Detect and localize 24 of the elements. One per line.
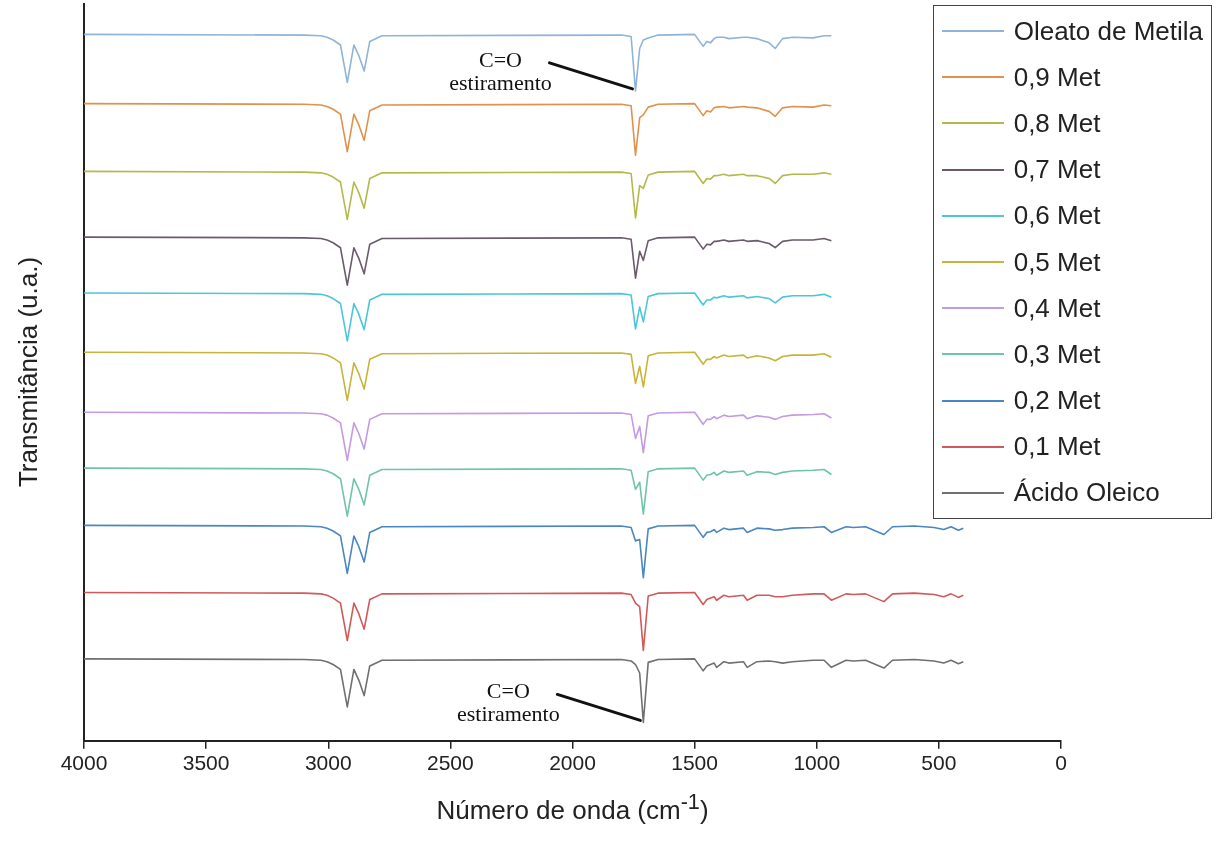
annotation: C=O estiramento <box>457 678 560 727</box>
legend-label: 0,7 Met <box>1013 154 1101 186</box>
legend-label: 0,8 Met <box>1013 107 1101 139</box>
x-tick-label: 2000 <box>549 751 596 775</box>
x-tick-label: 3500 <box>182 751 230 775</box>
x-axis-title: Número de onda (cm$^{-1}$) <box>436 788 709 826</box>
legend-label: 0,2 Met <box>1013 385 1101 417</box>
legend-label: 0,5 Met <box>1013 246 1101 278</box>
x-tick-label: 1000 <box>793 751 841 775</box>
x-tick-label: 1500 <box>671 751 718 775</box>
x-tick-label: 500 <box>921 751 957 775</box>
x-tick-label: 0 <box>1055 751 1067 775</box>
annotation: C=O estiramento <box>449 46 552 95</box>
x-tick-label: 4000 <box>60 751 108 775</box>
legend-label: 0,1 Met <box>1013 431 1101 463</box>
legend-label: Oleato de Metila <box>1013 15 1203 47</box>
x-tick-label: 2500 <box>427 751 474 775</box>
legend-label: 0,9 Met <box>1013 61 1101 93</box>
legend-label: 0,6 Met <box>1013 200 1101 232</box>
legend-label: 0,4 Met <box>1013 292 1101 324</box>
legend-label: Ácido Oleico <box>1013 477 1160 509</box>
x-tick-label: 3000 <box>304 751 352 775</box>
y-axis-title: Transmitância (u.a.) <box>12 257 44 488</box>
legend-label: 0,3 Met <box>1013 338 1101 370</box>
